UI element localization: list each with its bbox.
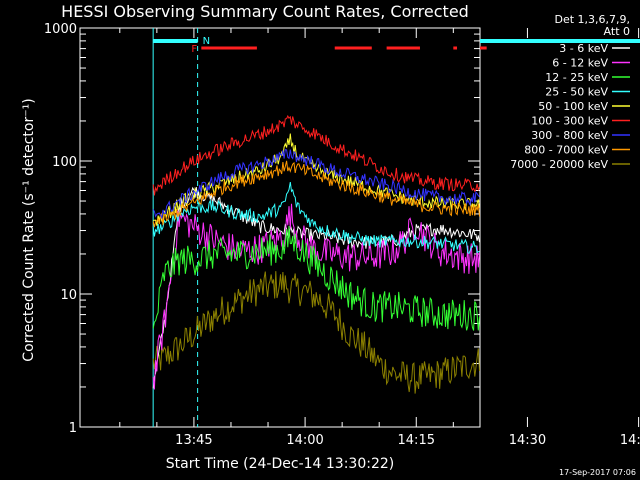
legend-label: 800 - 7000 keV: [524, 144, 608, 157]
plot-frame: [79, 27, 481, 428]
series-line: [152, 225, 480, 331]
legend-label: 3 - 6 keV: [559, 42, 608, 55]
footer-timestamp: 17-Sep-2017 07:06: [559, 468, 636, 477]
y-tick-label: 1000: [44, 22, 77, 37]
legend-label: 25 - 50 keV: [545, 86, 608, 99]
series-line: [152, 160, 480, 228]
series-line: [152, 186, 480, 389]
x-axis-label: Start Time (24-Dec-14 13:30:22): [166, 456, 394, 472]
legend-header: Det 1,3,6,7,9,: [554, 13, 630, 26]
x-tick-label: 14:00: [286, 433, 323, 448]
x-tick-label: 14:15: [398, 433, 435, 448]
legend-label: 7000 - 20000 keV: [510, 158, 608, 171]
legend-label: 300 - 800 keV: [531, 129, 608, 142]
series-line: [152, 182, 480, 255]
legend-label: 50 - 100 keV: [538, 100, 608, 113]
legend-label: 12 - 25 keV: [545, 71, 608, 84]
y-tick-label: 100: [52, 155, 77, 170]
y-tick-label: 10: [60, 288, 77, 303]
y-tick-label: 1: [69, 421, 77, 436]
chart-title: HESSI Observing Summary Count Rates, Cor…: [61, 2, 469, 21]
series-line: [152, 148, 480, 220]
x-tick-label: 14:30: [509, 433, 546, 448]
x-tick-label: 14:45: [620, 433, 640, 448]
flag-bars: NF: [153, 36, 640, 55]
legend-label: 100 - 300 keV: [531, 115, 608, 128]
night-flag-label: N: [203, 36, 210, 47]
y-axis-label: Corrected Count Rate (s⁻¹ detector⁻¹): [21, 98, 37, 361]
series-line: [152, 114, 480, 196]
series-layer: [152, 114, 480, 394]
series-line: [153, 133, 480, 226]
flare-flag-label: F: [191, 44, 197, 55]
x-tick-label: 13:45: [175, 433, 212, 448]
series-line: [152, 271, 480, 394]
legend-header: Att 0: [604, 25, 630, 38]
legend-label: 6 - 12 keV: [552, 57, 608, 70]
legend: Det 1,3,6,7,9,Att 0 3 - 6 keV 6 - 12 keV12…: [510, 13, 630, 171]
